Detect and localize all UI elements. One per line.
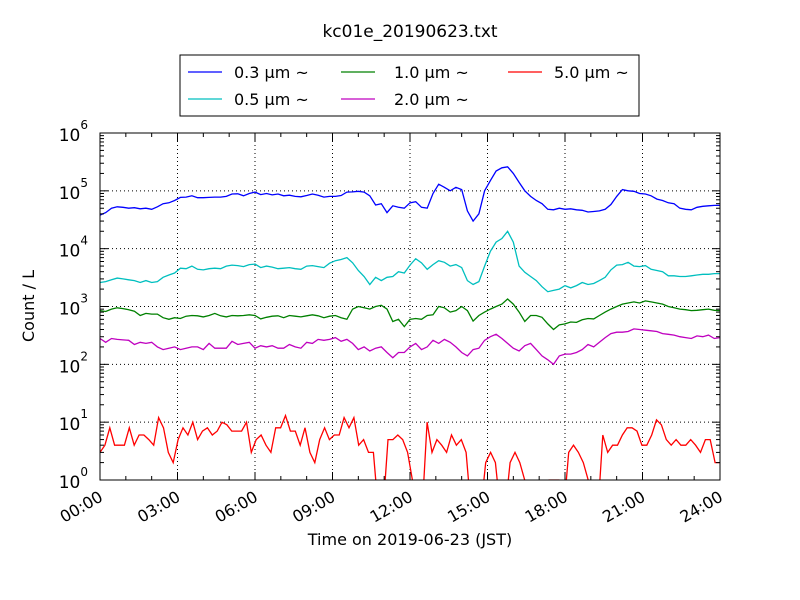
y-tick-exponent: 6 bbox=[80, 118, 88, 132]
y-tick-label: 101 bbox=[59, 407, 88, 435]
series-line-1 bbox=[100, 230, 720, 293]
series-line-0 bbox=[100, 166, 720, 223]
x-tick-label: 18:00 bbox=[522, 487, 571, 527]
x-tick-labels: 00:00 03:00 06:00 09:00 12:00 15:00 18:00 21:00… bbox=[57, 487, 726, 527]
y-tick-exponent: 5 bbox=[80, 176, 88, 190]
y-axis-label: Count / L bbox=[19, 270, 38, 342]
chart-title: kc01e_20190623.txt bbox=[322, 22, 497, 42]
legend-frame bbox=[179, 54, 640, 117]
x-tick-label: 06:00 bbox=[212, 487, 261, 527]
y-tick-exponent: 1 bbox=[80, 407, 88, 421]
y-tick-label: 106 bbox=[59, 118, 88, 146]
series-line-4 bbox=[100, 413, 720, 480]
x-tick-label: 15:00 bbox=[444, 487, 493, 527]
x-tick-label: 21:00 bbox=[599, 487, 648, 527]
legend-items: 0.3 μm ~ 0.5 μm ~ 1.0 μm ~ 2.0 μm ~ 5.0 μm ~ bbox=[188, 63, 629, 109]
legend: 0.3 μm ~ 0.5 μm ~ 1.0 μm ~ 2.0 μm ~ 5.0 μm ~ bbox=[179, 54, 640, 117]
y-tick-label: 102 bbox=[59, 349, 88, 377]
series-layer bbox=[100, 166, 720, 480]
legend-label: 0.5 μm ~ bbox=[234, 90, 309, 109]
y-tick-exponent: 4 bbox=[80, 234, 88, 248]
y-tick-exponent: 0 bbox=[80, 465, 88, 479]
y-tick-exponent: 3 bbox=[80, 292, 88, 306]
legend-label: 1.0 μm ~ bbox=[394, 63, 469, 82]
y-tick-label: 105 bbox=[59, 176, 88, 204]
x-axis-label: Time on 2019-06-23 (JST) bbox=[307, 530, 512, 549]
ticks bbox=[99, 132, 721, 481]
x-tick-label: 09:00 bbox=[289, 487, 338, 527]
y-tick-exponent: 2 bbox=[80, 349, 88, 363]
x-tick-label: 03:00 bbox=[134, 487, 183, 527]
y-tick-label: 104 bbox=[59, 234, 88, 262]
x-tick-label: 24:00 bbox=[677, 487, 726, 527]
series-line-3 bbox=[100, 328, 720, 366]
y-tick-label: 103 bbox=[59, 292, 88, 320]
series-line-2 bbox=[100, 298, 720, 331]
legend-label: 2.0 μm ~ bbox=[394, 90, 469, 109]
legend-label: 0.3 μm ~ bbox=[234, 63, 309, 82]
x-tick-label: 12:00 bbox=[367, 487, 416, 527]
y-tick-label: 100 bbox=[59, 465, 88, 493]
legend-label: 5.0 μm ~ bbox=[554, 63, 629, 82]
